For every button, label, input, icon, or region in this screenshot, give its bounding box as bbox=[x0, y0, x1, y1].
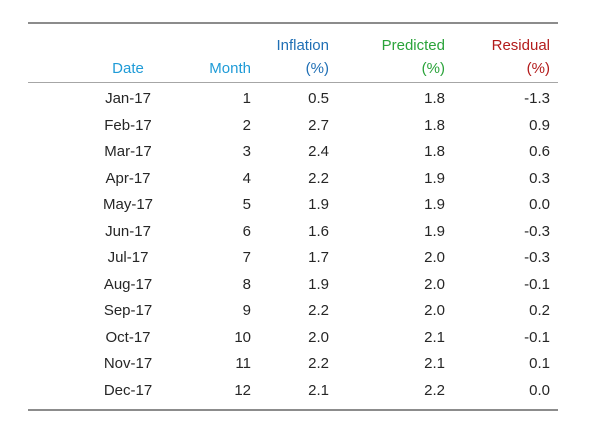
cell-date: Nov-17 bbox=[103, 355, 153, 372]
table-row: Jun-17 6 1.6 1.9 -0.3 bbox=[28, 218, 558, 245]
cell-residual: 0.6 bbox=[529, 143, 550, 160]
header-date: Date bbox=[68, 57, 188, 80]
cell-predicted: 1.9 bbox=[424, 169, 445, 187]
cell-inflation: 2.2 bbox=[308, 169, 329, 187]
cell-residual: -0.3 bbox=[524, 249, 550, 266]
cell-date: Oct-17 bbox=[105, 328, 151, 346]
cell-residual: 0.2 bbox=[529, 302, 550, 319]
table-row: Oct-17 10 2.0 2.1 -0.1 bbox=[28, 324, 558, 351]
cell-predicted: 1.8 bbox=[424, 143, 445, 160]
cell-month: 4 bbox=[242, 169, 251, 187]
header-residual-line-1: Residual bbox=[491, 37, 550, 54]
header-residual: Residual (%) bbox=[483, 34, 550, 80]
cell-residual: -0.3 bbox=[524, 222, 550, 240]
cell-residual: -1.3 bbox=[524, 90, 550, 107]
cell-inflation: 2.7 bbox=[308, 116, 329, 134]
cell-predicted: 1.8 bbox=[424, 116, 445, 134]
header-predicted-line-1: Predicted bbox=[381, 37, 445, 54]
cell-residual: 0.0 bbox=[529, 381, 550, 399]
cell-inflation: 2.2 bbox=[308, 355, 329, 372]
cell-month: 1 bbox=[242, 90, 251, 107]
cell-inflation: 2.2 bbox=[308, 302, 329, 319]
table-row: May-17 5 1.9 1.9 0.0 bbox=[28, 191, 558, 218]
cell-month: 11 bbox=[235, 355, 251, 372]
cell-date: Jun-17 bbox=[105, 222, 151, 240]
header-predicted-line-2: (%) bbox=[421, 60, 445, 77]
cell-inflation: 2.1 bbox=[308, 381, 329, 399]
table-row: Nov-17 11 2.2 2.1 0.1 bbox=[28, 350, 558, 377]
cell-residual: -0.1 bbox=[524, 328, 550, 346]
cell-date: Jan-17 bbox=[105, 90, 151, 107]
table-row: Feb-17 2 2.7 1.8 0.9 bbox=[28, 112, 558, 139]
cell-month: 6 bbox=[242, 222, 251, 240]
cell-predicted: 2.0 bbox=[424, 249, 445, 266]
table-row: Jan-17 1 0.5 1.8 -1.3 bbox=[28, 85, 558, 112]
cell-month: 12 bbox=[234, 381, 251, 399]
cell-date: Apr-17 bbox=[105, 169, 151, 187]
table-row: Jul-17 7 1.7 2.0 -0.3 bbox=[28, 244, 558, 271]
header-inflation-line-1: Inflation bbox=[276, 37, 329, 54]
cell-predicted: 2.2 bbox=[424, 381, 445, 399]
cell-inflation: 2.0 bbox=[308, 328, 329, 346]
cell-date: Jul-17 bbox=[107, 249, 149, 266]
header-month-line-2: Month bbox=[209, 60, 251, 77]
header-month: Month bbox=[178, 57, 251, 80]
header-inflation-line-2: (%) bbox=[305, 60, 329, 77]
cell-date: Mar-17 bbox=[104, 143, 152, 160]
cell-predicted: 1.9 bbox=[424, 196, 445, 213]
cell-residual: 0.3 bbox=[529, 169, 550, 187]
cell-residual: 0.0 bbox=[529, 196, 550, 213]
cell-predicted: 2.0 bbox=[424, 302, 445, 319]
cell-inflation: 0.5 bbox=[308, 90, 329, 107]
cell-inflation: 1.9 bbox=[308, 196, 329, 213]
table-row: Apr-17 4 2.2 1.9 0.3 bbox=[28, 165, 558, 192]
bottom-rule bbox=[28, 409, 558, 411]
cell-residual: 0.1 bbox=[529, 355, 550, 372]
cell-residual: -0.1 bbox=[524, 275, 550, 293]
cell-predicted: 1.9 bbox=[424, 222, 445, 240]
cell-predicted: 2.1 bbox=[424, 355, 445, 372]
table-body: Jan-17 1 0.5 1.8 -1.3 Feb-17 2 2.7 1.8 0.9 Mar-17 3… bbox=[28, 85, 558, 403]
cell-date: May-17 bbox=[102, 196, 154, 213]
cell-inflation: 1.9 bbox=[308, 275, 329, 293]
cell-residual: 0.9 bbox=[529, 116, 550, 134]
cell-date: Feb-17 bbox=[104, 116, 152, 134]
top-rule bbox=[28, 22, 558, 24]
cell-month: 8 bbox=[242, 275, 251, 293]
table-row: Mar-17 3 2.4 1.8 0.6 bbox=[28, 138, 558, 165]
header-residual-line-2: (%) bbox=[526, 60, 550, 77]
cell-month: 3 bbox=[242, 143, 251, 160]
cell-inflation: 1.7 bbox=[308, 249, 329, 266]
table-header: Date Month Inflation (%) Predicted (%) R… bbox=[28, 24, 558, 83]
table-row: Sep-17 9 2.2 2.0 0.2 bbox=[28, 297, 558, 324]
cell-date: Aug-17 bbox=[103, 275, 153, 293]
cell-month: 2 bbox=[242, 116, 251, 134]
cell-predicted: 1.8 bbox=[424, 90, 445, 107]
cell-inflation: 1.6 bbox=[308, 222, 329, 240]
header-date-line-2: Date bbox=[112, 60, 144, 77]
cell-inflation: 2.4 bbox=[308, 143, 329, 160]
cell-predicted: 2.0 bbox=[424, 275, 445, 293]
cell-date: Dec-17 bbox=[103, 381, 153, 399]
cell-month: 9 bbox=[242, 302, 251, 319]
table-row: Dec-17 12 2.1 2.2 0.0 bbox=[28, 377, 558, 404]
cell-date: Sep-17 bbox=[103, 302, 153, 319]
cell-month: 10 bbox=[234, 328, 251, 346]
table-row: Aug-17 8 1.9 2.0 -0.1 bbox=[28, 271, 558, 298]
cell-predicted: 2.1 bbox=[424, 328, 445, 346]
cell-month: 5 bbox=[242, 196, 251, 213]
header-inflation: Inflation (%) bbox=[254, 34, 329, 80]
header-predicted: Predicted (%) bbox=[369, 34, 445, 80]
data-table: Date Month Inflation (%) Predicted (%) R… bbox=[28, 22, 558, 411]
cell-month: 7 bbox=[242, 249, 251, 266]
